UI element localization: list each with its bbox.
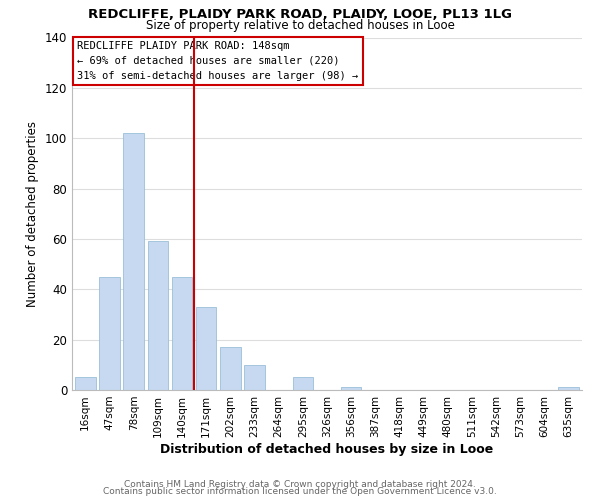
Bar (293, 378, 313, 390)
Text: REDCLIFFE PLAIDY PARK ROAD: 148sqm
← 69% of detached houses are smaller (220)
31: REDCLIFFE PLAIDY PARK ROAD: 148sqm ← 69%… (77, 41, 358, 80)
Bar (559, 388, 579, 390)
Bar (124, 133, 144, 390)
Bar (244, 365, 265, 390)
Bar (99, 276, 120, 390)
X-axis label: Distribution of detached houses by size in Looe: Distribution of detached houses by size … (160, 442, 494, 456)
Bar (341, 388, 361, 390)
Text: REDCLIFFE, PLAIDY PARK ROAD, PLAIDY, LOOE, PL13 1LG: REDCLIFFE, PLAIDY PARK ROAD, PLAIDY, LOO… (88, 8, 512, 20)
Text: Size of property relative to detached houses in Looe: Size of property relative to detached ho… (146, 19, 454, 32)
Text: Contains HM Land Registry data © Crown copyright and database right 2024.: Contains HM Land Registry data © Crown c… (124, 480, 476, 489)
Bar (172, 276, 192, 390)
Bar (75, 378, 95, 390)
Bar (196, 307, 217, 390)
Bar (148, 242, 168, 390)
Text: Contains public sector information licensed under the Open Government Licence v3: Contains public sector information licen… (103, 487, 497, 496)
Bar (220, 347, 241, 390)
Y-axis label: Number of detached properties: Number of detached properties (26, 120, 39, 306)
